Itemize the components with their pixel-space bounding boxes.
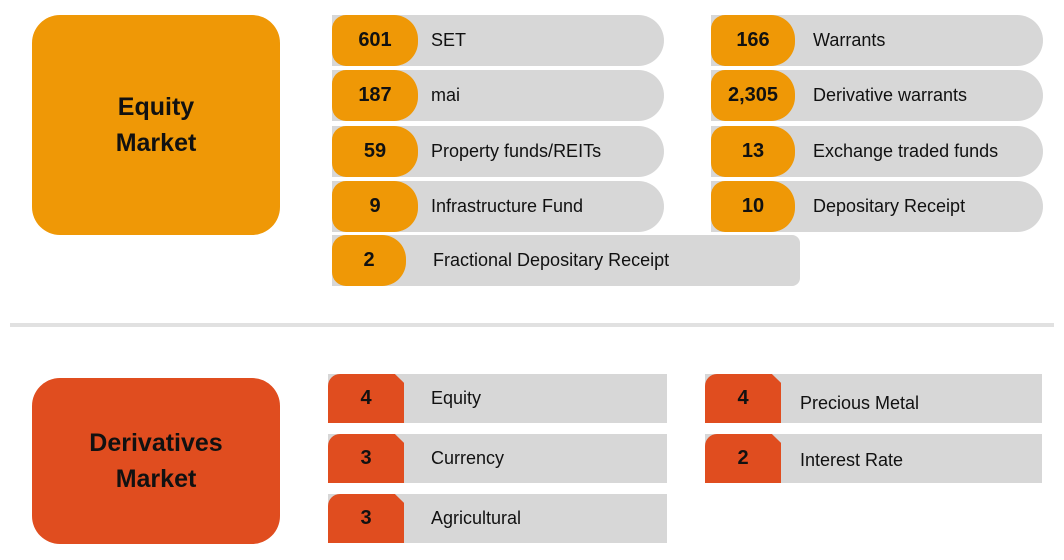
item-value: 3 bbox=[328, 494, 404, 543]
equity-market-title-line2: Market bbox=[115, 129, 197, 157]
item-label: mai bbox=[431, 85, 461, 105]
equity-item-set: 601 SET bbox=[332, 15, 664, 66]
item-value: 2 bbox=[332, 235, 406, 286]
equity-market-panel: Equity Market bbox=[32, 15, 280, 235]
item-label: Derivative warrants bbox=[813, 85, 968, 105]
equity-item-fractional-depositary-receipt: 2 Fractional Depositary Receipt bbox=[332, 235, 800, 286]
item-value: 187 bbox=[332, 70, 418, 121]
item-label: Interest Rate bbox=[800, 450, 904, 470]
equity-item-derivative-warrants: 2,305 Derivative warrants bbox=[711, 70, 1043, 121]
item-label: Depositary Receipt bbox=[813, 196, 966, 216]
item-label: Currency bbox=[431, 448, 505, 468]
derivatives-item-agricultural: 3 Agricultural bbox=[328, 494, 667, 543]
section-divider bbox=[10, 323, 1054, 327]
equity-item-warrants: 166 Warrants bbox=[711, 15, 1043, 66]
item-label: Fractional Depositary Receipt bbox=[433, 250, 670, 270]
item-label: SET bbox=[431, 30, 467, 50]
item-value: 4 bbox=[705, 374, 781, 423]
equity-item-infrastructure-fund: 9 Infrastructure Fund bbox=[332, 181, 664, 232]
derivatives-item-precious-metal: 4 Precious Metal bbox=[705, 374, 1042, 423]
equity-market-title-line1: Equity bbox=[117, 93, 195, 121]
item-value: 4 bbox=[328, 374, 404, 423]
item-value: 3 bbox=[328, 434, 404, 483]
derivatives-market-title-line1: Derivatives bbox=[89, 429, 223, 457]
item-label: Exchange traded funds bbox=[813, 141, 999, 161]
item-value: 2 bbox=[705, 434, 781, 483]
item-value: 2,305 bbox=[711, 70, 795, 121]
item-value: 601 bbox=[332, 15, 418, 66]
item-label: Warrants bbox=[813, 30, 886, 50]
item-value: 59 bbox=[332, 126, 418, 177]
equity-item-property-funds: 59 Property funds/REITs bbox=[332, 126, 664, 177]
equity-item-exchange-traded-funds: 13 Exchange traded funds bbox=[711, 126, 1043, 177]
derivatives-item-equity: 4 Equity bbox=[328, 374, 667, 423]
item-value: 13 bbox=[711, 126, 795, 177]
item-label: Equity bbox=[431, 388, 482, 408]
derivatives-market-panel: Derivatives Market bbox=[32, 378, 280, 544]
item-value: 10 bbox=[711, 181, 795, 232]
item-label: Agricultural bbox=[431, 508, 522, 528]
derivatives-market-title-line2: Market bbox=[115, 465, 197, 493]
item-label: Property funds/REITs bbox=[431, 141, 602, 161]
equity-item-depositary-receipt: 10 Depositary Receipt bbox=[711, 181, 1043, 232]
item-label: Precious Metal bbox=[800, 393, 920, 413]
item-value: 166 bbox=[711, 15, 795, 66]
equity-item-mai: 187 mai bbox=[332, 70, 664, 121]
item-value: 9 bbox=[332, 181, 418, 232]
derivatives-item-interest-rate: 2 Interest Rate bbox=[705, 434, 1042, 483]
derivatives-item-currency: 3 Currency bbox=[328, 434, 667, 483]
item-label: Infrastructure Fund bbox=[431, 196, 584, 216]
